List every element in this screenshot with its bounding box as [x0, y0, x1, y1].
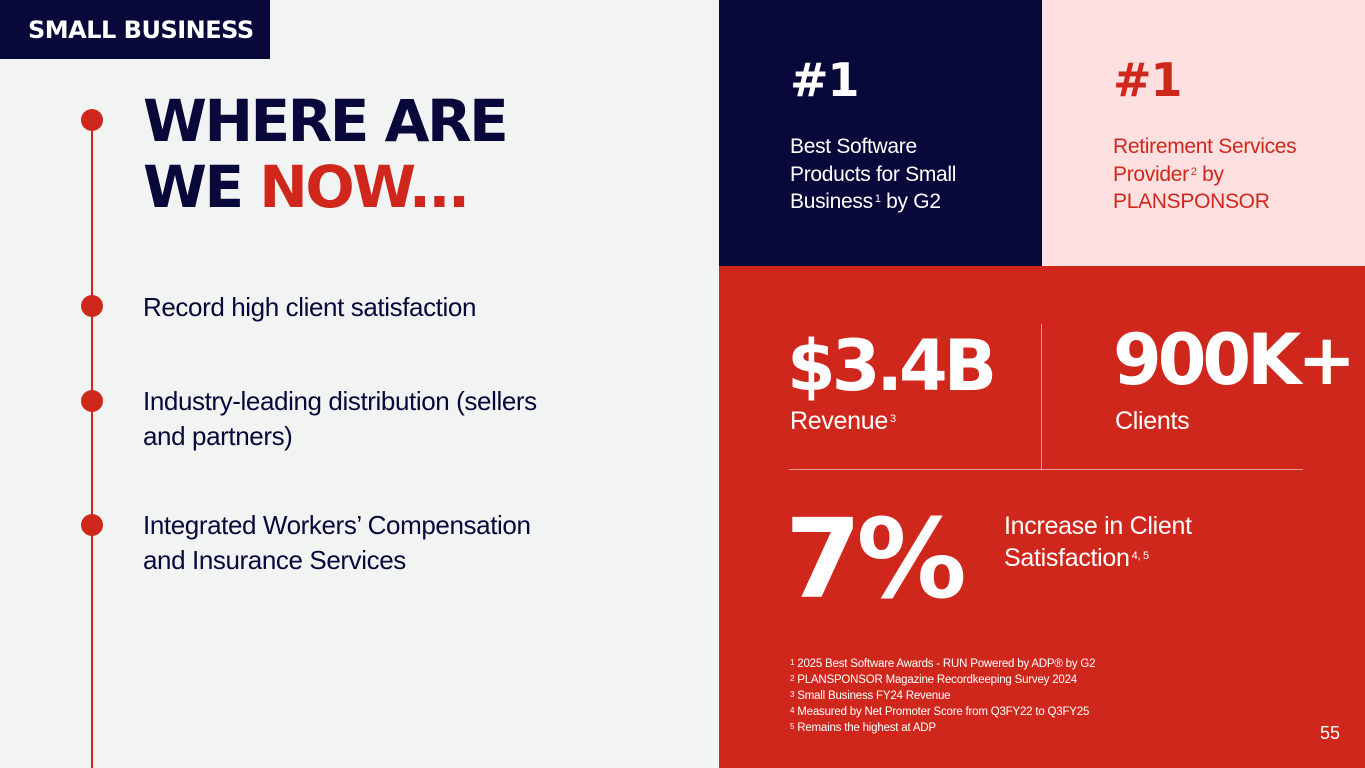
footnote-number: 1: [790, 658, 795, 667]
bullet-item: Record high client satisfaction: [143, 290, 476, 325]
footnote-ref: 3: [889, 413, 896, 425]
award-line: by: [1196, 162, 1224, 186]
timeline-line: [91, 120, 93, 768]
timeline-dot-2: [81, 390, 103, 412]
footnote-ref: 1: [874, 193, 881, 205]
footnote-text: PLANSPONSOR Magazine Recordkeeping Surve…: [797, 674, 1077, 686]
title-line-2-prefix: WE: [143, 153, 260, 221]
bullet-item: Integrated Workers’ Compensation and Ins…: [143, 508, 531, 578]
bullet-text: and Insurance Services: [143, 545, 406, 575]
footnote-ref: 4, 5: [1131, 550, 1149, 562]
timeline-dot-title: [81, 109, 103, 131]
section-tag-label: SMALL BUSINESS: [28, 15, 254, 44]
stats-panel: $3.4B Revenue 3 900K+ Clients 7% Increase…: [719, 266, 1365, 768]
footnote-number: 3: [790, 690, 795, 699]
timeline-dot-1: [81, 295, 103, 317]
timeline-dot-3: [81, 514, 103, 536]
award-line: by G2: [880, 190, 941, 213]
footnote: 2 PLANSPONSOR Magazine Recordkeeping Surv…: [790, 672, 1095, 688]
revenue-label: Revenue 3: [790, 406, 896, 436]
footnote-text: Remains the highest at ADP: [797, 722, 936, 734]
bullet-text: Record high client satisfaction: [143, 292, 477, 322]
footnote: 4 Measured by Net Promoter Score from Q3F…: [790, 704, 1095, 720]
footnotes: 1 2025 Best Software Awards - RUN Powered…: [790, 656, 1096, 736]
title-highlight: NOW...: [259, 153, 470, 221]
award-rank: #1: [790, 53, 860, 107]
footnote-ref: 2: [1190, 165, 1197, 178]
section-tag: SMALL BUSINESS: [0, 0, 270, 59]
footnote: 5 Remains the highest at ADP: [790, 720, 1095, 736]
bullet-item: Industry-leading distribution (sellers a…: [143, 384, 537, 454]
award-line: Best Software: [790, 135, 917, 158]
award-rank: #1: [1113, 53, 1183, 107]
clients-label: Clients: [1115, 407, 1190, 435]
award-line: PLANSPONSOR: [1113, 190, 1270, 213]
award-text: Best Software Products for Small Busines…: [790, 133, 956, 216]
footnote-text: Measured by Net Promoter Score from Q3FY…: [797, 706, 1090, 718]
footnote-text: Small Business FY24 Revenue: [797, 690, 951, 702]
satisfaction-label-line: Increase in Client: [1004, 512, 1192, 540]
footnote-text: 2025 Best Software Awards - RUN Powered …: [797, 658, 1096, 670]
clients-value: 900K+: [1113, 319, 1356, 401]
footnote-number: 4: [790, 706, 795, 715]
revenue-label-text: Revenue: [790, 407, 888, 435]
footnote: 1 2025 Best Software Awards - RUN Powered…: [790, 656, 1096, 672]
award-tile-plansponsor: #1 Retirement Services Provider 2 by PLAN…: [1042, 0, 1365, 266]
footnote-number: 5: [790, 722, 795, 731]
page-number: 55: [1319, 723, 1340, 743]
title-line-1: WHERE ARE: [143, 87, 509, 155]
bullet-text: Integrated Workers’ Compensation: [143, 510, 531, 540]
award-line: Products for Small: [790, 162, 957, 186]
footnote: 3 Small Business FY24 Revenue: [790, 688, 1095, 704]
bullet-text: Industry-leading distribution (sellers: [143, 386, 537, 416]
revenue-value: $3.4B: [787, 325, 997, 407]
satisfaction-label: Increase in Client Satisfaction 4, 5: [1004, 510, 1192, 574]
footnote-number: 2: [790, 674, 795, 683]
award-line: Provider: [1113, 162, 1189, 186]
award-line: Business: [790, 190, 873, 213]
satisfaction-label-line: Satisfaction: [1004, 544, 1130, 572]
stats-divider-horizontal: [789, 469, 1303, 470]
award-text: Retirement Services Provider 2 by PLANSPO…: [1113, 133, 1297, 216]
award-line: Retirement Services: [1113, 135, 1297, 158]
stats-divider-vertical: [1041, 324, 1042, 470]
page-title: WHERE ARE WE NOW...: [143, 87, 509, 221]
satisfaction-value: 7%: [785, 495, 967, 623]
award-tile-g2: #1 Best Software Products for Small Busi…: [719, 0, 1042, 266]
bullet-text: and partners): [143, 421, 293, 451]
